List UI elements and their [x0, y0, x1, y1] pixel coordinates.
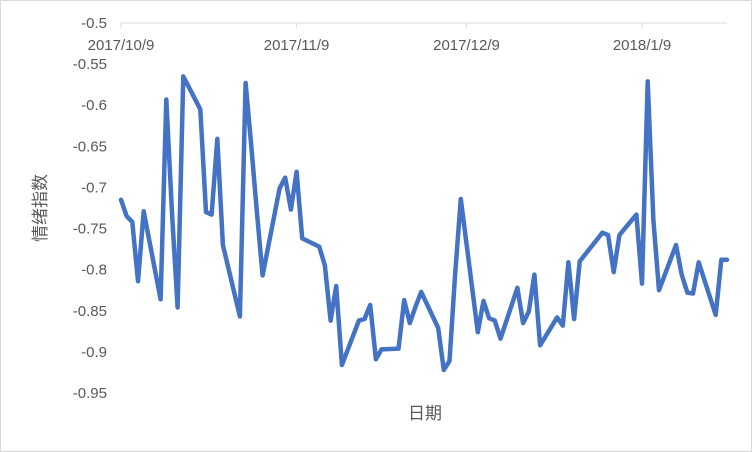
y-tick-label: -0.5 — [81, 15, 107, 32]
y-tick-label: -0.95 — [73, 385, 107, 402]
y-axis-ticks: -0.5 -0.55 -0.6 -0.65 -0.7 -0.75 -0.8 -0.85 -0.9… — [73, 15, 107, 402]
x-tick-label: 2017/11/9 — [264, 37, 330, 54]
y-tick-label: -0.9 — [81, 344, 107, 361]
y-tick-label: -0.85 — [73, 303, 107, 320]
x-tick-label: 2017/12/9 — [433, 37, 500, 54]
y-tick-label: -0.65 — [73, 138, 107, 155]
y-tick-label: -0.75 — [73, 221, 107, 238]
y-tick-label: -0.6 — [81, 97, 107, 114]
y-tick-label: -0.55 — [73, 56, 107, 73]
series-line — [118, 74, 730, 373]
y-axis-title: 情绪指数 — [31, 174, 51, 242]
x-tick-label: 2017/10/9 — [88, 37, 155, 54]
y-tick-label: -0.8 — [81, 262, 107, 279]
x-axis-title: 日期 — [408, 404, 442, 424]
y-tick-label: -0.7 — [81, 179, 107, 196]
series-group — [118, 74, 730, 373]
x-axis: 2017/10/9 2017/11/9 2017/12/9 2018/1/9 — [88, 22, 727, 54]
x-tick-label: 2018/1/9 — [613, 37, 671, 54]
